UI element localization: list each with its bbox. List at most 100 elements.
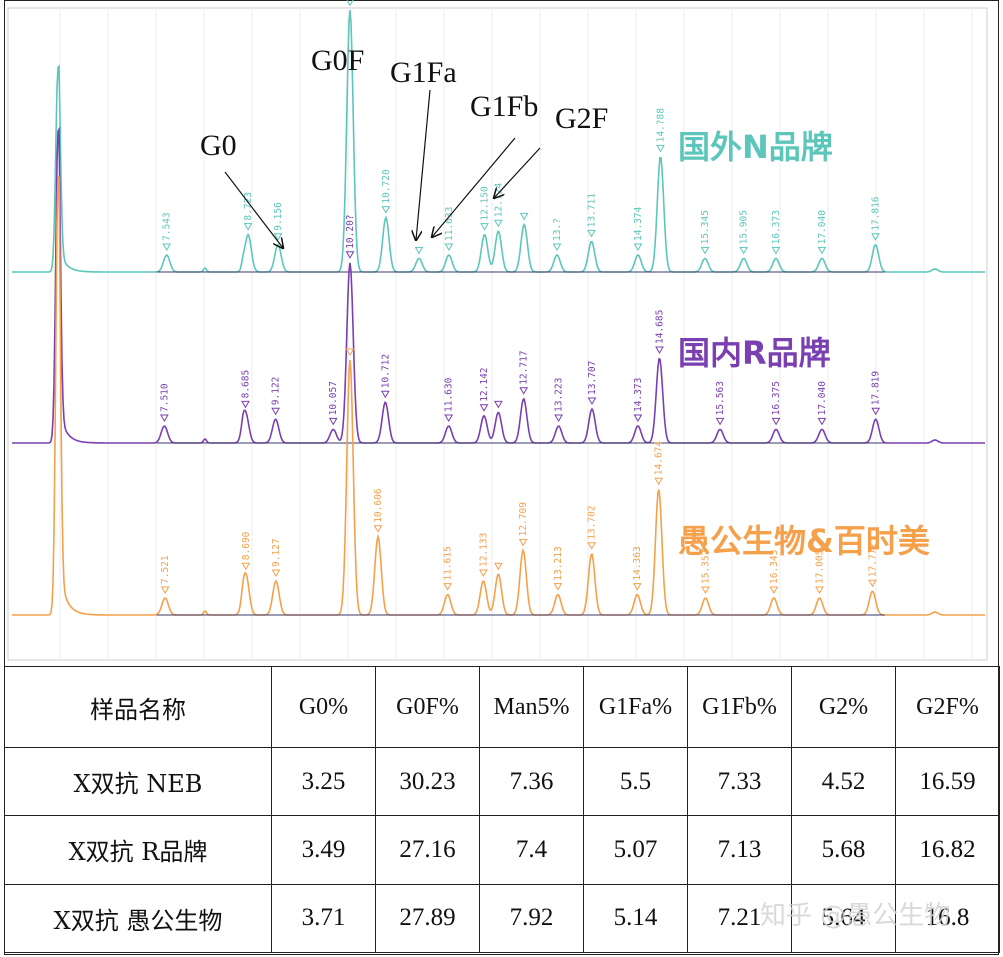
peak-rt-label: 9.156 bbox=[273, 202, 284, 231]
peak-rt-label: 8.685 bbox=[240, 370, 251, 399]
peak-rt-label: 12.717 bbox=[519, 350, 530, 384]
peak-marker bbox=[769, 586, 779, 594]
header-g2f: G2F% bbox=[895, 666, 1000, 748]
peak-marker bbox=[715, 417, 725, 426]
peak-marker bbox=[554, 414, 563, 422]
peak-rt-label: 12.709 bbox=[518, 502, 529, 537]
peak-marker bbox=[518, 538, 528, 547]
cell-g0f: 27.89 bbox=[375, 883, 480, 954]
peak-marker bbox=[519, 387, 529, 395]
series-line-1 bbox=[12, 10, 985, 273]
chromatogram-chart: 7.5438.7239.15610.2?10.72011.63312.15012… bbox=[7, 0, 988, 661]
cell-g0f: 30.23 bbox=[375, 746, 480, 817]
cell-man5: 7.92 bbox=[479, 883, 584, 954]
peak-marker bbox=[771, 417, 781, 426]
peak-rt-label: 17.040 bbox=[817, 381, 828, 416]
peak-marker bbox=[160, 414, 169, 422]
peak-marker bbox=[817, 417, 827, 426]
peak-rt-label: 12.133 bbox=[478, 533, 489, 567]
cell-g1fa: 5.07 bbox=[583, 815, 688, 885]
glycan-label-g1fa: G1Fa bbox=[390, 56, 457, 89]
peak-marker bbox=[271, 407, 280, 416]
peak-rt-label: 14.363 bbox=[632, 546, 643, 580]
peak-rt-label: 8.690 bbox=[241, 531, 252, 560]
peak-rt-label: 14.373 bbox=[633, 378, 644, 412]
peak-rt-label: 13.223 bbox=[554, 378, 565, 412]
series-name-label: 国内R品牌 bbox=[678, 334, 831, 372]
annotation-arrow bbox=[416, 89, 431, 240]
peak-rt-label: 14.674 bbox=[654, 441, 665, 476]
peak-marker bbox=[273, 233, 283, 241]
peak-marker bbox=[444, 243, 454, 251]
header-g2: G2% bbox=[791, 666, 896, 748]
watermark-text: 知乎 @愚公生物 bbox=[760, 901, 951, 931]
peak-rt-label: 16.343 bbox=[769, 550, 780, 584]
cell-g2f: 16.8 bbox=[895, 883, 1000, 954]
peak-rt-label: 13.707 bbox=[587, 361, 598, 395]
peak-marker bbox=[443, 583, 453, 591]
cell-g0: 3.49 bbox=[271, 815, 376, 885]
peak-marker bbox=[815, 586, 824, 594]
header-g1fa: G1Fa% bbox=[583, 666, 688, 748]
peak-rt-label: 11.630 bbox=[444, 377, 455, 412]
cell-g1fa: 5.14 bbox=[583, 883, 688, 954]
peak-marker bbox=[241, 562, 251, 571]
header-g0: G0% bbox=[271, 666, 376, 748]
series-name-label: 愚公生物&百时美 bbox=[678, 522, 930, 560]
peak-rt-label: 10.712 bbox=[380, 354, 391, 388]
peak-marker bbox=[633, 243, 643, 251]
cell-g1fb: 7.21 bbox=[687, 883, 792, 954]
peak-marker bbox=[493, 400, 503, 409]
glycan-label-g0f: G0F bbox=[311, 44, 364, 77]
peak-rt-label: 12.142 bbox=[479, 367, 490, 401]
peak-rt-label: 10.606 bbox=[373, 488, 384, 523]
cell-g1fa: 5.5 bbox=[583, 746, 688, 817]
peak-rt-label: 15.352 bbox=[700, 550, 711, 584]
table-header-row: 样品名称 G0% G0F% Man5% G1Fa% G1Fb% G2% G2F% bbox=[4, 666, 1000, 748]
cell-g1fb: 7.33 bbox=[687, 746, 792, 817]
cell-g0f: 27.16 bbox=[375, 815, 480, 885]
peak-marker bbox=[633, 414, 643, 422]
peak-rt-label: 12.150 bbox=[480, 186, 491, 221]
peak-rt-label: 17.819 bbox=[871, 371, 882, 406]
peak-rt-label: 13.711 bbox=[587, 193, 598, 228]
peak-rt-label: 15.563 bbox=[715, 381, 726, 415]
header-man5: Man5% bbox=[479, 666, 584, 748]
cell-g0: 3.25 bbox=[271, 746, 376, 817]
peak-marker bbox=[493, 562, 503, 571]
peak-marker bbox=[380, 390, 390, 399]
cell-g1fb: 7.13 bbox=[687, 815, 792, 885]
peak-marker bbox=[480, 223, 489, 231]
peak-marker bbox=[414, 246, 424, 255]
peak-marker bbox=[160, 586, 170, 594]
peak-marker bbox=[771, 246, 781, 255]
cell-g2f: 16.59 bbox=[895, 746, 1000, 817]
peak-marker bbox=[868, 579, 877, 588]
plot-area bbox=[7, 7, 988, 661]
series-name-label: 国外N品牌 bbox=[678, 128, 833, 166]
header-g1fb: G1Fb% bbox=[687, 666, 792, 748]
peak-marker bbox=[739, 246, 749, 255]
peak-marker bbox=[373, 525, 383, 533]
cell-sample: X双抗 R品牌 bbox=[4, 815, 272, 885]
peak-marker bbox=[381, 206, 391, 214]
peak-rt-label: 10.720 bbox=[381, 169, 392, 204]
peak-marker bbox=[345, 348, 355, 356]
peak-rt-label: 14.685 bbox=[654, 310, 665, 344]
peak-rt-label: 17.005 bbox=[815, 550, 826, 584]
peak-rt-label: 10.057 bbox=[328, 381, 339, 415]
table-row: X双抗 R品牌 3.49 27.16 7.4 5.07 7.13 5.68 16… bbox=[4, 815, 1000, 885]
peak-marker bbox=[700, 246, 710, 255]
table-row: X双抗 NEB 3.25 30.23 7.36 5.5 7.33 4.52 16… bbox=[4, 746, 1000, 817]
peak-marker bbox=[871, 233, 880, 241]
table-row: X双抗 愚公生物 3.71 27.89 7.92 5.14 7.21 5.64 … bbox=[4, 883, 1000, 954]
peak-marker bbox=[162, 243, 172, 251]
peak-marker bbox=[632, 583, 642, 591]
glycan-label-g0: G0 bbox=[200, 129, 237, 162]
peak-marker bbox=[444, 414, 454, 422]
annotation-arrow bbox=[494, 147, 541, 198]
peak-rt-label: 11.615 bbox=[443, 546, 454, 580]
peak-rt-label: 13.702 bbox=[587, 505, 598, 539]
peak-marker bbox=[241, 400, 250, 409]
peak-rt-label: 10.20? bbox=[345, 214, 356, 248]
